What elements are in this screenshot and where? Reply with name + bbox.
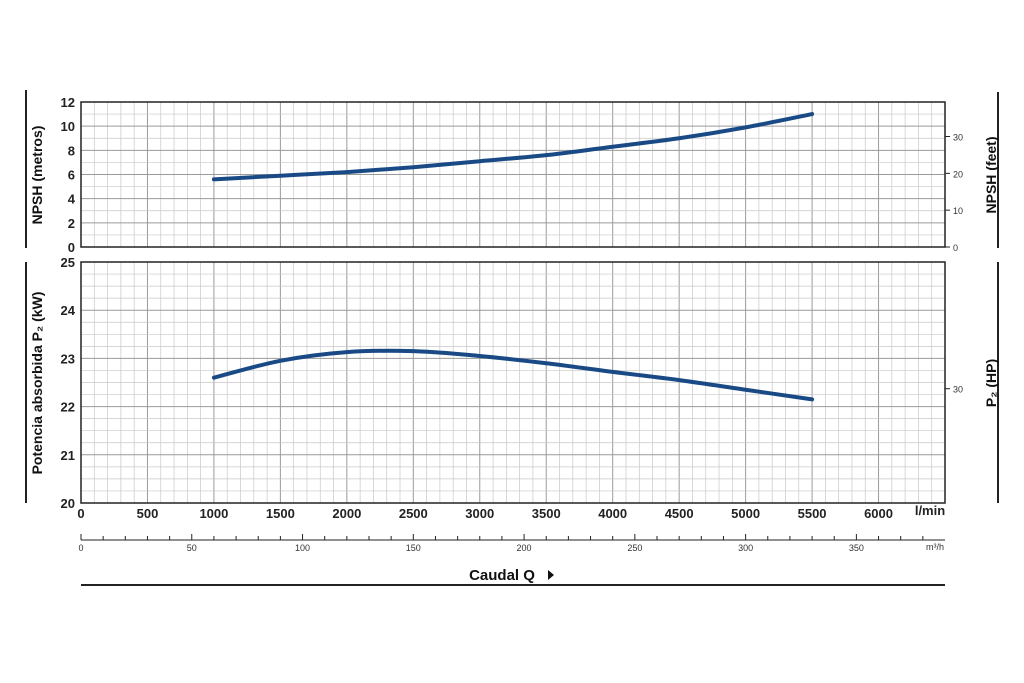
npsh-right-title: NPSH (feet) (983, 136, 999, 213)
x-tick-label: 5000 (731, 506, 760, 521)
npsh-panel: 0 2 4 6 8 10 12 0 10 20 30 NPSH (metros) NPSH (fe… (29, 95, 999, 255)
right-tick-label: 30 (953, 385, 963, 395)
x-tick-label: 500 (137, 506, 159, 521)
y-tick-label: 12 (61, 95, 75, 110)
m3h-tick-label: 50 (187, 543, 197, 553)
y-tick-label: 2 (68, 216, 75, 231)
y-tick-label: 6 (68, 168, 75, 183)
m3h-tick-label: 300 (738, 543, 753, 553)
power-y-ticks: 20 21 22 23 24 25 (61, 255, 76, 511)
x-tick-label: 3000 (465, 506, 494, 521)
npsh-grid (81, 102, 945, 247)
m3h-tick-label: 250 (627, 543, 642, 553)
npsh-left-title: NPSH (metros) (29, 126, 45, 225)
y-tick-label: 8 (68, 143, 75, 158)
power-panel: 20 21 22 23 24 25 30 Potencia absorbida P₂ (k… (29, 255, 999, 511)
m3h-tick-label: 0 (78, 543, 83, 553)
x-tick-label: 4000 (598, 506, 627, 521)
x-tick-label: 1500 (266, 506, 295, 521)
y-tick-label: 20 (61, 496, 75, 511)
right-tick-label: 30 (953, 133, 963, 143)
x-tick-label: 1000 (199, 506, 228, 521)
y-tick-label: 4 (68, 192, 76, 207)
m3h-tick-label: 150 (406, 543, 421, 553)
npsh-curve (211, 112, 815, 182)
x-tick-label: 3500 (532, 506, 561, 521)
right-tick-label: 20 (953, 169, 963, 179)
x-tick-label: 6000 (864, 506, 893, 521)
power-right-ticks: 30 (945, 385, 963, 395)
npsh-y-ticks: 0 2 4 6 8 10 12 (61, 95, 76, 255)
right-tick-label: 10 (953, 206, 963, 216)
y-tick-label: 10 (61, 119, 75, 134)
y-tick-label: 23 (61, 351, 75, 366)
x-unit-m3h: m³/h (926, 542, 944, 552)
x-tick-label: 0 (77, 506, 84, 521)
npsh-right-ticks: 0 10 20 30 (945, 133, 963, 253)
power-right-title: P₂ (HP) (983, 359, 999, 407)
m3h-tick-label: 100 (295, 543, 310, 553)
y-tick-label: 21 (61, 448, 75, 463)
y-tick-label: 24 (61, 303, 76, 318)
x-axis-m3h-ticks: 0 50 100 150 200 250 300 350 (78, 534, 924, 553)
x-axis-lmin-ticks: 0 500 1000 1500 2000 2500 3000 3500 4000 4500 5000… (77, 506, 893, 521)
right-tick-label: 0 (953, 243, 958, 253)
y-tick-label: 25 (61, 255, 75, 270)
x-tick-label: 5500 (798, 506, 827, 521)
power-left-title: Potencia absorbida P₂ (kW) (29, 292, 45, 475)
m3h-tick-label: 350 (849, 543, 864, 553)
caudal-arrow-icon (548, 570, 554, 580)
x-tick-label: 2500 (399, 506, 428, 521)
caudal-label: Caudal Q (469, 567, 535, 584)
power-curve (211, 348, 815, 402)
power-grid (81, 262, 945, 503)
y-tick-label: 22 (61, 400, 75, 415)
x-unit-lmin: l/min (915, 503, 945, 518)
x-tick-label: 4500 (665, 506, 694, 521)
power-plot-frame (80, 261, 946, 504)
npsh-plot-frame (80, 101, 946, 248)
y-tick-label: 0 (68, 240, 75, 255)
m3h-tick-label: 200 (517, 543, 532, 553)
x-tick-label: 2000 (332, 506, 361, 521)
